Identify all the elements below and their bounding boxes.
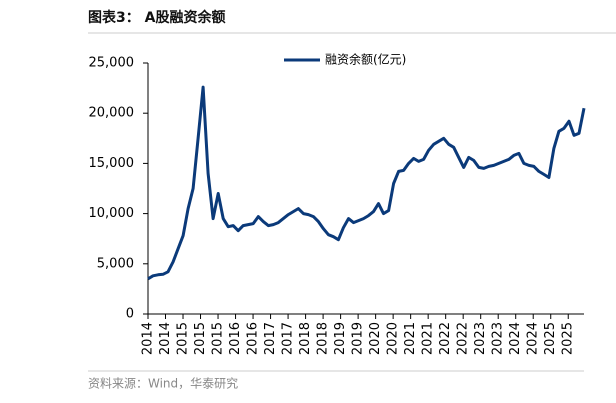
x-tick-label: 2019 — [351, 322, 366, 355]
x-tick-label: 2022 — [438, 322, 453, 355]
y-tick-label: 20,000 — [89, 106, 135, 121]
series-line — [147, 85, 586, 281]
x-tick-label: 2025 — [543, 322, 558, 355]
x-tick-label: 2014 — [158, 322, 173, 355]
x-tick-label: 2014 — [141, 322, 156, 355]
chart-title: 图表3： A股融资余额 — [88, 9, 225, 26]
x-tick-label: 2015 — [176, 322, 191, 355]
y-tick-label: 10,000 — [89, 206, 135, 221]
y-tick-label: 0 — [126, 307, 134, 322]
x-tick-label: 2018 — [298, 322, 313, 355]
x-tick-label: 2019 — [333, 322, 348, 355]
x-tick-label: 2016 — [246, 322, 261, 355]
x-tick-label: 2021 — [421, 322, 436, 355]
x-tick-label: 2025 — [561, 322, 576, 355]
legend-label: 融资余额(亿元) — [325, 52, 406, 67]
x-tick-label: 2021 — [403, 322, 418, 355]
x-tick-label: 2017 — [281, 322, 296, 355]
x-tick-label: 2024 — [508, 322, 523, 355]
source-note: 资料来源：Wind，华泰研究 — [88, 376, 238, 391]
x-tick-label: 2020 — [368, 322, 383, 355]
x-tick-label: 2015 — [211, 322, 226, 355]
x-tick-label: 2023 — [473, 322, 488, 355]
x-tick-label: 2024 — [526, 322, 541, 355]
x-tick-label: 2023 — [491, 322, 506, 355]
x-tick-label: 2017 — [263, 322, 278, 355]
x-tick-label: 2022 — [456, 322, 471, 355]
x-tick-label: 2016 — [228, 322, 243, 355]
y-tick-label: 5,000 — [97, 256, 134, 271]
y-tick-label: 25,000 — [89, 56, 135, 71]
x-tick-label: 2015 — [193, 322, 208, 355]
y-tick-label: 15,000 — [89, 156, 135, 171]
x-tick-label: 2018 — [316, 322, 331, 355]
x-tick-label: 2020 — [386, 322, 401, 355]
